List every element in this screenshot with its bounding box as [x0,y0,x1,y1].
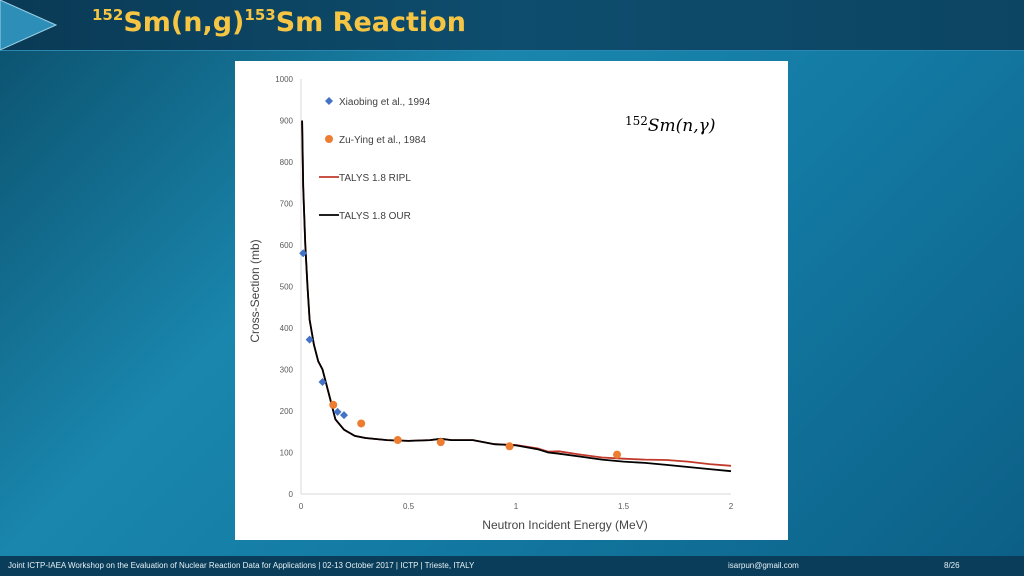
data-point-diamond [318,377,327,386]
y-tick-label: 700 [280,200,294,209]
y-tick-label: 800 [280,158,294,167]
y-tick-label: 900 [280,117,294,126]
data-point-circle [393,436,402,445]
y-tick-label: 200 [280,407,294,416]
data-point-circle [357,419,366,428]
title-arrow-icon [0,0,58,50]
legend-marker [325,135,333,143]
footer-text: Joint ICTP-IAEA Workshop on the Evaluati… [8,561,475,570]
y-tick-label: 500 [280,283,294,292]
y-axis-label: Cross-Section (mb) [248,239,262,342]
data-point-circle [613,450,622,459]
chart-axes: 0 100 200 300 400 500 600 700 800 900 1000 0 0.5 1 1.5… [275,75,734,511]
footer-email: isarpun@gmail.com [728,561,799,570]
legend-marker [325,97,333,105]
chart-card: 0 100 200 300 400 500 600 700 800 900 1000 0 0.5 1 1.5… [235,61,788,540]
chart-markers [299,249,622,459]
legend-label: TALYS 1.8 OUR [339,211,411,222]
data-point-diamond [305,335,314,344]
data-point-circle [329,400,338,409]
x-axis-label: Neutron Incident Energy (MeV) [482,518,647,532]
y-tick-label: 300 [280,366,294,375]
y-tick-label: 0 [289,490,294,499]
footer-bar: Joint ICTP-IAEA Workshop on the Evaluati… [0,556,1024,576]
y-tick-label: 100 [280,449,294,458]
data-point-diamond [299,249,308,258]
title-bar: 152Sm(n,g)153Sm Reaction [0,0,1024,51]
y-tick-label: 1000 [275,75,293,84]
x-tick-label: 2 [729,502,734,511]
chart-annotation: 152Sm(n,γ) [625,114,715,136]
slide-title: 152Sm(n,g)153Sm Reaction [92,6,466,38]
x-tick-label: 0 [299,502,304,511]
y-tick-label: 400 [280,324,294,333]
x-tick-label: 1 [514,502,519,511]
legend-label: Zu-Ying et al., 1984 [339,135,426,146]
data-point-diamond [340,411,348,420]
y-tick-label: 600 [280,241,294,250]
x-tick-label: 1.5 [618,502,630,511]
chart-lines [301,120,732,473]
footer-page-number: 8/26 [944,561,960,570]
cross-section-chart: 0 100 200 300 400 500 600 700 800 900 1000 0 0.5 1 1.5… [248,75,734,532]
series-line [301,120,732,473]
chart-legend: Xiaobing et al., 1994 Zu-Ying et al., 198… [319,97,431,222]
legend-label: TALYS 1.8 RIPL [339,173,411,184]
legend-label: Xiaobing et al., 1994 [339,97,431,108]
data-point-circle [505,442,514,451]
x-tick-label: 0.5 [403,502,415,511]
data-point-circle [436,438,445,447]
data-point-diamond [333,407,342,416]
